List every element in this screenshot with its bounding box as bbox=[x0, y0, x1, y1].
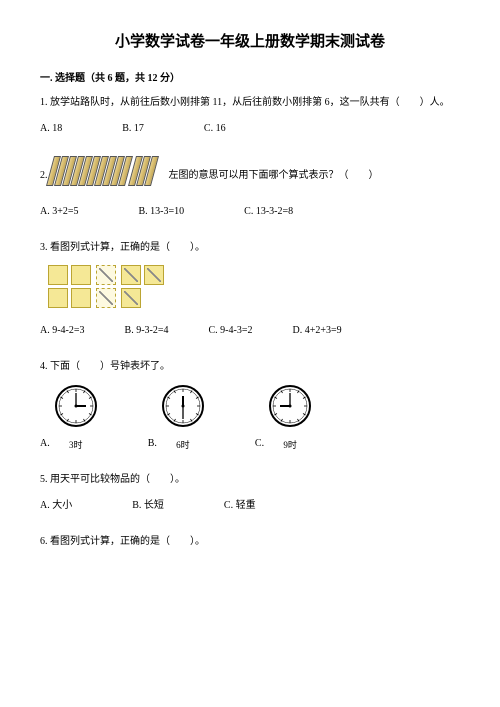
q3-opt-b: B. 9-3-2=4 bbox=[125, 322, 169, 340]
q4-clock-b: B. 6时 bbox=[148, 384, 205, 453]
q4-clock-c: C. 9时 bbox=[255, 384, 312, 453]
question-6: 6. 看图列式计算，正确的是（ ）。 bbox=[40, 533, 460, 551]
q2-text-row: 2. 左图的意思可以用下面哪个算式表示？（ ） bbox=[40, 156, 460, 195]
q4-label-b: 6时 bbox=[161, 437, 205, 453]
q2-opt-c: C. 13-3-2=8 bbox=[244, 203, 293, 221]
q1-opt-b: B. 17 bbox=[122, 120, 144, 138]
q1-text: 1. 放学站路队时，从前往后数小刚排第 11，从后往前数小刚排第 6，这一队共有… bbox=[40, 94, 460, 112]
q4-label-a: 3时 bbox=[54, 437, 98, 453]
q4-opt-c: C. bbox=[255, 435, 264, 453]
q4-opt-b: B. bbox=[148, 435, 157, 453]
q4-text: 4. 下面（ ）号钟表坏了。 bbox=[40, 358, 460, 376]
q5-opt-a: A. 大小 bbox=[40, 497, 72, 515]
q4-clock-a: A. 3时 bbox=[40, 384, 98, 453]
question-5: 5. 用天平可比较物品的（ ）。 A. 大小 B. 长短 C. 轻重 bbox=[40, 471, 460, 515]
question-3: 3. 看图列式计算，正确的是（ ）。 A. 9-4-2=3 B. 9-3-2=4… bbox=[40, 239, 460, 340]
q2-opt-a: A. 3+2=5 bbox=[40, 203, 79, 221]
q3-text: 3. 看图列式计算，正确的是（ ）。 bbox=[40, 239, 460, 257]
section-1-header: 一. 选择题（共 6 题，共 12 分） bbox=[40, 69, 460, 84]
q5-options: A. 大小 B. 长短 C. 轻重 bbox=[40, 497, 460, 515]
q1-opt-a: A. 18 bbox=[40, 120, 62, 138]
q5-opt-b: B. 长短 bbox=[132, 497, 164, 515]
clock-icon bbox=[268, 384, 312, 428]
clock-icon bbox=[54, 384, 98, 428]
q1-opt-c: C. 16 bbox=[204, 120, 226, 138]
q3-opt-a: A. 9-4-2=3 bbox=[40, 322, 85, 340]
page-title: 小学数学试卷一年级上册数学期末测试卷 bbox=[40, 30, 460, 51]
squares-figure-icon bbox=[48, 265, 460, 308]
q6-text: 6. 看图列式计算，正确的是（ ）。 bbox=[40, 533, 460, 551]
question-2: 2. 左图的意思可以用下面哪个算式表示？（ ） A. 3+2=5 B. 13- bbox=[40, 156, 460, 221]
q5-text: 5. 用天平可比较物品的（ ）。 bbox=[40, 471, 460, 489]
q2-options: A. 3+2=5 B. 13-3=10 C. 13-3-2=8 bbox=[40, 203, 460, 221]
q4-clocks: A. 3时 bbox=[40, 384, 460, 453]
q3-opt-d: D. 4+2+3=9 bbox=[293, 322, 342, 340]
q3-opt-c: C. 9-4-3=2 bbox=[209, 322, 253, 340]
q3-options: A. 9-4-2=3 B. 9-3-2=4 C. 9-4-3=2 D. 4+2+… bbox=[40, 322, 460, 340]
q4-label-c: 9时 bbox=[268, 437, 312, 453]
clock-icon bbox=[161, 384, 205, 428]
question-4: 4. 下面（ ）号钟表坏了。 A. bbox=[40, 358, 460, 453]
q1-options: A. 18 B. 17 C. 16 bbox=[40, 120, 460, 138]
sticks-icon bbox=[50, 156, 160, 195]
question-1: 1. 放学站路队时，从前往后数小刚排第 11，从后往前数小刚排第 6，这一队共有… bbox=[40, 94, 460, 138]
q4-opt-a: A. bbox=[40, 435, 50, 453]
q2-text: 左图的意思可以用下面哪个算式表示？（ ） bbox=[169, 170, 379, 181]
q2-opt-b: B. 13-3=10 bbox=[139, 203, 185, 221]
q5-opt-c: C. 轻重 bbox=[224, 497, 256, 515]
